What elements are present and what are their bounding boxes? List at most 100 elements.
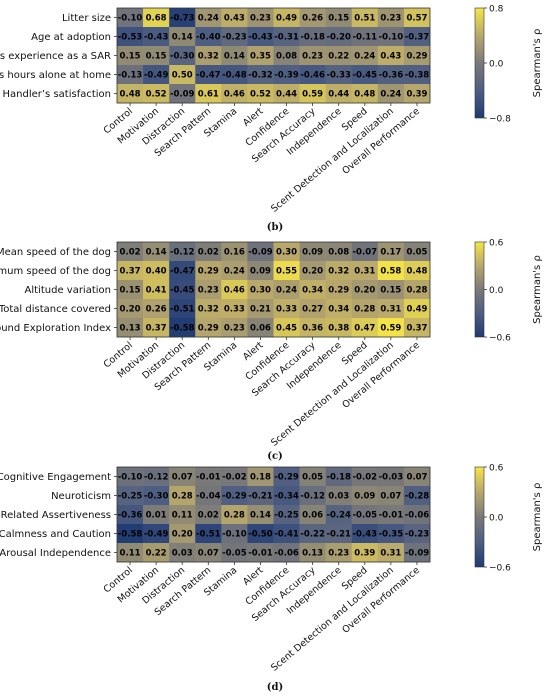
heatmap-cell <box>325 46 353 66</box>
heatmap-cell <box>325 8 353 28</box>
heatmap-cell <box>117 27 144 47</box>
heatmap-cell <box>117 486 144 506</box>
colorbar <box>474 7 485 119</box>
heatmap-cell <box>299 318 326 338</box>
heatmap-cell <box>299 242 326 262</box>
heatmap-cell <box>195 46 222 66</box>
row-label: Dog’s hours alone at home <box>0 70 111 81</box>
cell-value-label: -0.01 <box>196 473 221 483</box>
colorbar-title: Spearman's ρ <box>532 29 543 98</box>
cell-value-label: 0.15 <box>120 286 141 296</box>
heatmap-cell <box>221 65 248 85</box>
heatmap-cell <box>377 65 405 85</box>
colorbar <box>474 241 485 338</box>
panel-label: (c) <box>267 451 283 462</box>
heatmap-cell <box>169 318 196 338</box>
cell-value-label: -0.11 <box>353 33 378 43</box>
heatmap-cell <box>351 84 379 104</box>
cell-value-label: -0.20 <box>326 33 351 43</box>
heatmap-cell <box>325 524 353 544</box>
cell-value-label: 0.52 <box>146 90 167 100</box>
cell-value-label: -0.06 <box>405 511 430 521</box>
heatmap-cell <box>117 299 144 319</box>
cell-value-label: 0.16 <box>224 248 245 258</box>
cell-value-label: 0.37 <box>146 324 167 334</box>
cell-value-label: -0.09 <box>405 549 430 559</box>
heatmap-cell <box>195 8 222 28</box>
cell-value-label: 0.24 <box>354 52 375 62</box>
row-label: Socio-Cognitive Engagement <box>0 472 111 483</box>
cell-value-label: -0.51 <box>196 530 221 540</box>
cell-value-label: 0.27 <box>302 305 323 315</box>
heatmap-cell <box>169 65 196 85</box>
cell-value-label: 0.29 <box>328 286 349 296</box>
heatmap-cell <box>299 486 326 506</box>
row-label: Handler’s satisfaction <box>3 89 112 100</box>
cell-value-label: 0.13 <box>120 324 141 334</box>
cell-value-label: 0.47 <box>354 324 375 334</box>
heatmap-cell <box>169 261 196 281</box>
cell-value-label: 0.23 <box>224 324 245 334</box>
heatmap-cell <box>117 84 144 104</box>
heatmap-cell <box>377 318 405 338</box>
cell-value-label: -0.12 <box>300 492 325 502</box>
colorbar-tick-label: 0.6 <box>489 239 504 249</box>
cell-value-label: -0.09 <box>248 248 273 258</box>
cell-value-label: 0.38 <box>328 324 349 334</box>
cell-value-label: 0.30 <box>250 286 271 296</box>
cell-value-label: 0.49 <box>276 14 297 24</box>
cell-value-label: 0.02 <box>198 511 219 521</box>
heatmap-cell <box>195 261 222 281</box>
cell-value-label: 0.59 <box>302 90 323 100</box>
cell-value-label: 0.31 <box>354 267 375 277</box>
heatmap-cell <box>143 8 170 28</box>
row-label: Mean speed of the dog <box>0 247 111 258</box>
heatmap-cell <box>377 242 405 262</box>
heatmap-cell <box>273 505 300 525</box>
heatmap-cell <box>403 8 431 28</box>
cell-value-label: 0.03 <box>172 549 193 559</box>
heatmap-cell <box>117 505 144 525</box>
heatmap-cell <box>403 318 431 338</box>
cell-value-label: 0.15 <box>380 286 401 296</box>
heatmap-cell <box>221 543 248 563</box>
heatmap-cell <box>195 467 222 487</box>
cell-value-label: 0.23 <box>328 549 349 559</box>
row-label: Maximum speed of the dog <box>0 266 111 277</box>
heatmap-cell <box>117 261 144 281</box>
cell-value-label: 0.26 <box>302 14 323 24</box>
cell-value-label: -0.07 <box>353 248 378 258</box>
cell-value-label: -0.36 <box>379 71 404 81</box>
cell-value-label: 0.28 <box>354 305 375 315</box>
cell-value-label: -0.32 <box>248 71 273 81</box>
cell-value-label: -0.21 <box>326 530 351 540</box>
colorbar-tick-label: −0.6 <box>489 564 511 574</box>
heatmap-cell <box>143 46 170 66</box>
cell-value-label: -0.38 <box>405 71 430 81</box>
heatmap-cell <box>221 299 248 319</box>
heatmap-cell <box>273 467 300 487</box>
cell-value-label: -0.02 <box>353 473 378 483</box>
colorbar-tick-label: −0.6 <box>489 334 511 344</box>
cell-value-label: 0.37 <box>406 324 427 334</box>
cell-value-label: -0.05 <box>222 549 247 559</box>
cell-value-label: 0.09 <box>302 248 323 258</box>
cell-value-label: 0.23 <box>380 14 401 24</box>
cell-value-label: 0.20 <box>172 530 193 540</box>
heatmap-cell <box>247 318 274 338</box>
heatmap-cell <box>143 299 170 319</box>
cell-value-label: 0.30 <box>276 248 297 258</box>
row-label: Ground Exploration Index <box>0 323 111 334</box>
heatmap-cell <box>377 27 405 47</box>
cell-value-label: 0.31 <box>380 305 401 315</box>
cell-value-label: -0.24 <box>326 511 351 521</box>
cell-value-label: -0.33 <box>326 71 351 81</box>
heatmap-cell <box>247 261 274 281</box>
cell-value-label: 0.23 <box>250 14 271 24</box>
cell-value-label: -0.46 <box>300 71 325 81</box>
cell-value-label: 0.32 <box>328 267 349 277</box>
cell-value-label: -0.03 <box>379 473 404 483</box>
heatmap-cell <box>351 299 379 319</box>
heatmap-cell <box>299 84 326 104</box>
cell-value-label: -0.45 <box>353 71 378 81</box>
